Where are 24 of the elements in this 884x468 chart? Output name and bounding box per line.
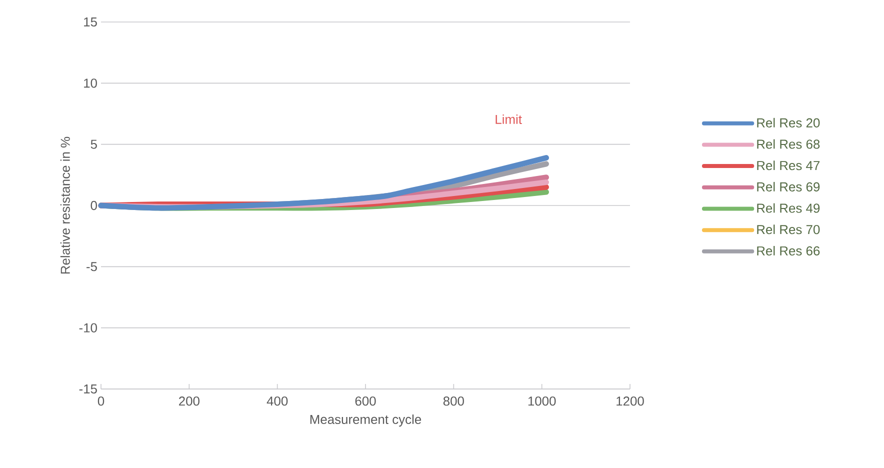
x-tick-label: 600 <box>355 396 376 406</box>
x-axis-title: Measurement cycle <box>310 414 422 427</box>
legend-label: Rel Res 47 <box>757 160 820 170</box>
x-tick-label: 1200 <box>616 396 644 406</box>
y-tick-label: -15 <box>79 384 97 394</box>
y-tick-label: -5 <box>86 262 97 272</box>
annotation: Limit <box>496 114 522 124</box>
legend-label: Rel Res 70 <box>757 224 820 234</box>
x-tick-label: 800 <box>443 396 464 406</box>
x-tick-label: 0 <box>98 396 104 406</box>
legend-label: Rel Res 49 <box>757 203 820 213</box>
x-tick-label: 400 <box>266 396 288 406</box>
y-tick-label: 5 <box>90 140 97 149</box>
y-tick-label: 10 <box>84 78 97 88</box>
legend-label: Rel Res 68 <box>757 139 820 149</box>
legend-label: Rel Res 66 <box>757 246 820 256</box>
y-tick-label: -10 <box>79 323 97 332</box>
x-tick-label: 1000 <box>528 396 556 406</box>
y-tick-label: 0 <box>90 200 97 210</box>
y-tick-label: 15 <box>84 17 97 27</box>
legend-label: Rel Res 20 <box>757 118 820 128</box>
x-tick-label: 200 <box>179 396 200 406</box>
legend-label: Rel Res 69 <box>757 182 820 192</box>
y-axis-title: Relative resistance in % <box>60 136 70 274</box>
